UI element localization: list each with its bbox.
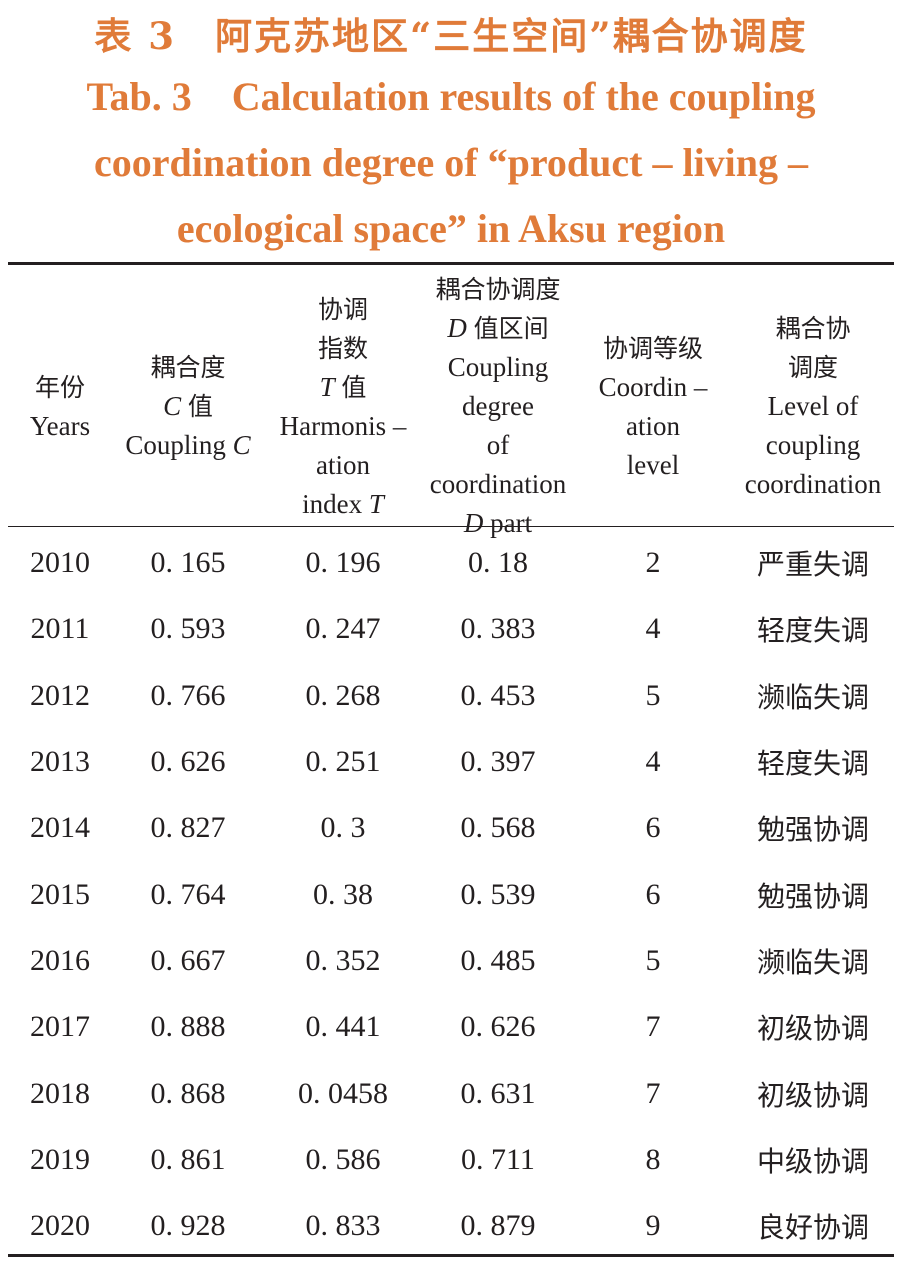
harmonization-cell: 0. 0458 [298,1076,388,1110]
header-coordination: 耦合协 调度 Level of coupling coordination [744,314,882,499]
bottom-rule [8,1254,894,1257]
table-row: 2017 0. 888 0. 441 0. 626 7 初级协调 [8,994,894,1060]
year-cell: 2013 [30,745,90,779]
top-rule [8,262,894,265]
table-row: 2010 0. 165 0. 196 0. 18 2 严重失调 [8,530,894,596]
level-cell: 7 [645,1010,661,1044]
table-header: 年份 Years 耦合度 C 值 Coupling C 协调 指数 T 值 Ha… [8,270,894,543]
header-harmonization: 协调 指数 T 值 Harmonis – ation index T [279,294,407,519]
harmonization-cell: 0. 196 [305,546,381,580]
degree-cell: 0. 711 [461,1142,535,1176]
level-cell: 4 [645,612,661,646]
table-row: 2011 0. 593 0. 247 0. 383 4 轻度失调 [8,596,894,662]
coordination-type-cell: 良好协调 [756,1211,869,1245]
year-cell: 2020 [30,1209,90,1243]
harmonization-cell: 0. 586 [305,1142,381,1176]
caption-chinese: 表 3 阿克苏地区“三生空间”耦合协调度 [94,14,808,58]
data-table: 2010 0. 165 0. 196 0. 18 2 严重失调 2011 0. 593 0. 2… [8,530,894,1259]
table-row: 2012 0. 766 0. 268 0. 453 5 濒临失调 [8,663,894,729]
harmonization-cell: 0. 268 [305,678,381,712]
degree-cell: 0. 453 [460,678,536,712]
table-row: 2013 0. 626 0. 251 0. 397 4 轻度失调 [8,729,894,795]
degree-cell: 0. 631 [460,1076,536,1110]
year-cell: 2011 [30,612,90,646]
coordination-type-cell: 濒临失调 [756,680,869,714]
table-row: 2020 0. 928 0. 833 0. 879 9 良好协调 [8,1193,894,1259]
harmonization-cell: 0. 3 [320,811,366,845]
caption-english: Tab. 3 Calculation results of the coupli… [86,74,816,251]
header-degree: 耦合协调度 D 值区间 Coupling degree of coordinat… [429,275,567,538]
level-cell: 2 [645,546,661,580]
degree-cell: 0. 485 [460,943,536,977]
coupling-cell: 0. 868 [150,1076,226,1110]
level-cell: 4 [645,745,661,779]
coordination-type-cell: 严重失调 [756,548,869,582]
coupling-cell: 0. 827 [150,811,226,845]
level-cell: 9 [645,1209,661,1243]
coordination-type-cell: 初级协调 [756,1012,869,1046]
header-level: 协调等级 Coordin – ation level [598,333,708,480]
harmonization-cell: 0. 38 [313,877,373,911]
harmonization-cell: 0. 251 [305,745,381,779]
coordination-type-cell: 初级协调 [756,1078,869,1112]
harmonization-cell: 0. 441 [305,1010,381,1044]
header-year: 年份 Years [29,372,91,441]
harmonization-cell: 0. 247 [305,612,381,646]
level-cell: 6 [645,811,661,845]
coordination-type-cell: 勉强协调 [756,879,869,913]
level-cell: 5 [645,678,661,712]
coordination-type-cell: 勉强协调 [756,813,869,847]
year-cell: 2015 [30,877,90,911]
coupling-cell: 0. 766 [150,678,226,712]
year-cell: 2016 [30,943,90,977]
coupling-cell: 0. 165 [150,546,226,580]
header-coupling: 耦合度 C 值 Coupling C [125,353,251,460]
coordination-type-cell: 轻度失调 [756,747,869,781]
degree-cell: 0. 539 [460,877,536,911]
year-cell: 2019 [30,1142,90,1176]
table-row: 2016 0. 667 0. 352 0. 485 5 濒临失调 [8,928,894,994]
coupling-cell: 0. 626 [150,745,226,779]
year-cell: 2010 [30,546,90,580]
coupling-cell: 0. 764 [150,877,226,911]
degree-cell: 0. 383 [460,612,536,646]
table-row: 2018 0. 868 0. 0458 0. 631 7 初级协调 [8,1060,894,1126]
table-caption: 表 3 阿克苏地区“三生空间”耦合协调度 Tab. 3 Calculation … [0,8,902,262]
coordination-type-cell: 轻度失调 [756,614,869,648]
degree-cell: 0. 18 [468,546,528,580]
year-cell: 2017 [30,1010,90,1044]
table-row: 2019 0. 861 0. 586 0. 711 8 中级协调 [8,1127,894,1193]
coupling-cell: 0. 928 [150,1209,226,1243]
coupling-cell: 0. 888 [150,1010,226,1044]
harmonization-cell: 0. 352 [305,943,381,977]
degree-cell: 0. 397 [460,745,536,779]
table-row: 2014 0. 827 0. 3 0. 568 6 勉强协调 [8,795,894,861]
year-cell: 2018 [30,1076,90,1110]
harmonization-cell: 0. 833 [305,1209,381,1243]
year-cell: 2012 [30,678,90,712]
level-cell: 8 [645,1142,661,1176]
coordination-type-cell: 中级协调 [756,1144,869,1178]
table-row: 2015 0. 764 0. 38 0. 539 6 勉强协调 [8,861,894,927]
coordination-type-cell: 濒临失调 [756,945,869,979]
level-cell: 5 [645,943,661,977]
coupling-cell: 0. 667 [150,943,226,977]
degree-cell: 0. 879 [460,1209,536,1243]
degree-cell: 0. 568 [460,811,536,845]
header-rule [8,526,894,527]
year-cell: 2014 [30,811,90,845]
coupling-cell: 0. 861 [150,1142,226,1176]
degree-cell: 0. 626 [460,1010,536,1044]
level-cell: 7 [645,1076,661,1110]
level-cell: 6 [645,877,661,911]
coupling-cell: 0. 593 [150,612,226,646]
